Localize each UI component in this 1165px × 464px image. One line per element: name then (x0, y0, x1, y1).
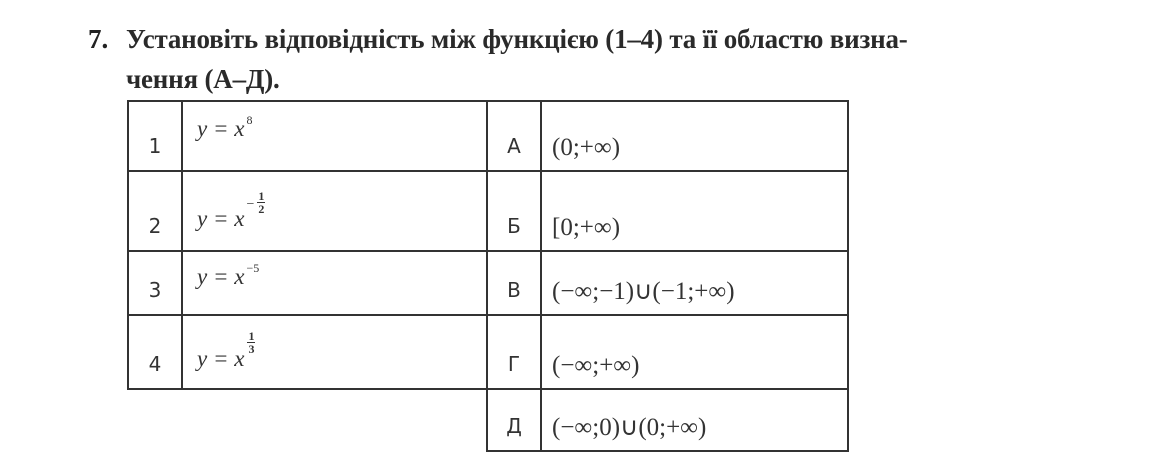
domain-cell: [0;+∞) (540, 170, 849, 252)
function-number-cell: 4 (127, 314, 183, 390)
domain-letter-cell: Г (486, 314, 542, 390)
domain-cell: (−∞;0)∪(0;+∞) (540, 388, 849, 452)
function-cell: y = x −5 (181, 250, 488, 316)
function-cell: y = x− 1 2 (181, 170, 488, 252)
domain-cell: (−∞;+∞) (540, 314, 849, 390)
domain-cell: (−∞;−1)∪(−1;+∞) (540, 250, 849, 316)
domain-letter: Г (507, 352, 521, 376)
numerator: 1 (247, 329, 256, 344)
question-text-line-1: Установіть відповідність між функцією (1… (126, 24, 908, 54)
domain-letter-cell: А (486, 100, 542, 172)
domain-interval: [0;+∞) (552, 214, 621, 241)
function-number: 4 (148, 352, 162, 376)
domain-interval: (0;+∞) (552, 134, 621, 161)
domain-letter: Б (507, 214, 521, 238)
numerator: 1 (257, 189, 266, 204)
question-text-line-2: чення (А–Д). (126, 64, 280, 94)
formula-base: y = x (197, 206, 245, 231)
formula-base: y = x (197, 116, 245, 141)
domain-letter: В (507, 278, 521, 302)
function-number-cell: 1 (127, 100, 183, 172)
question-number: 7. (88, 24, 109, 54)
function-formula: y = x −5 (197, 261, 260, 290)
domain-letter-cell: В (486, 250, 542, 316)
function-number: 1 (148, 134, 162, 158)
domain-letter-cell: Д (486, 388, 542, 452)
domain-interval: (−∞;−1)∪(−1;+∞) (552, 278, 735, 305)
domain-letter: Д (506, 414, 522, 438)
domain-cell: (0;+∞) (540, 100, 849, 172)
formula-exponent: −5 (246, 261, 260, 275)
domain-interval: (−∞;0)∪(0;+∞) (552, 414, 707, 441)
denominator: 3 (248, 342, 255, 357)
function-number: 2 (148, 214, 162, 238)
domain-letter-cell: Б (486, 170, 542, 252)
domain-letter: А (507, 134, 521, 158)
formula-exponent: 8 (246, 113, 253, 127)
formula-base: y = x (197, 346, 245, 371)
formula-exponent-sign: − (246, 197, 255, 212)
function-number: 3 (148, 278, 162, 302)
denominator: 2 (258, 202, 265, 217)
function-number-cell: 2 (127, 170, 183, 252)
function-formula: y = x− 1 2 (197, 190, 266, 233)
domain-interval: (−∞;+∞) (552, 352, 640, 379)
function-number-cell: 3 (127, 250, 183, 316)
formula-base: y = x (197, 264, 245, 289)
